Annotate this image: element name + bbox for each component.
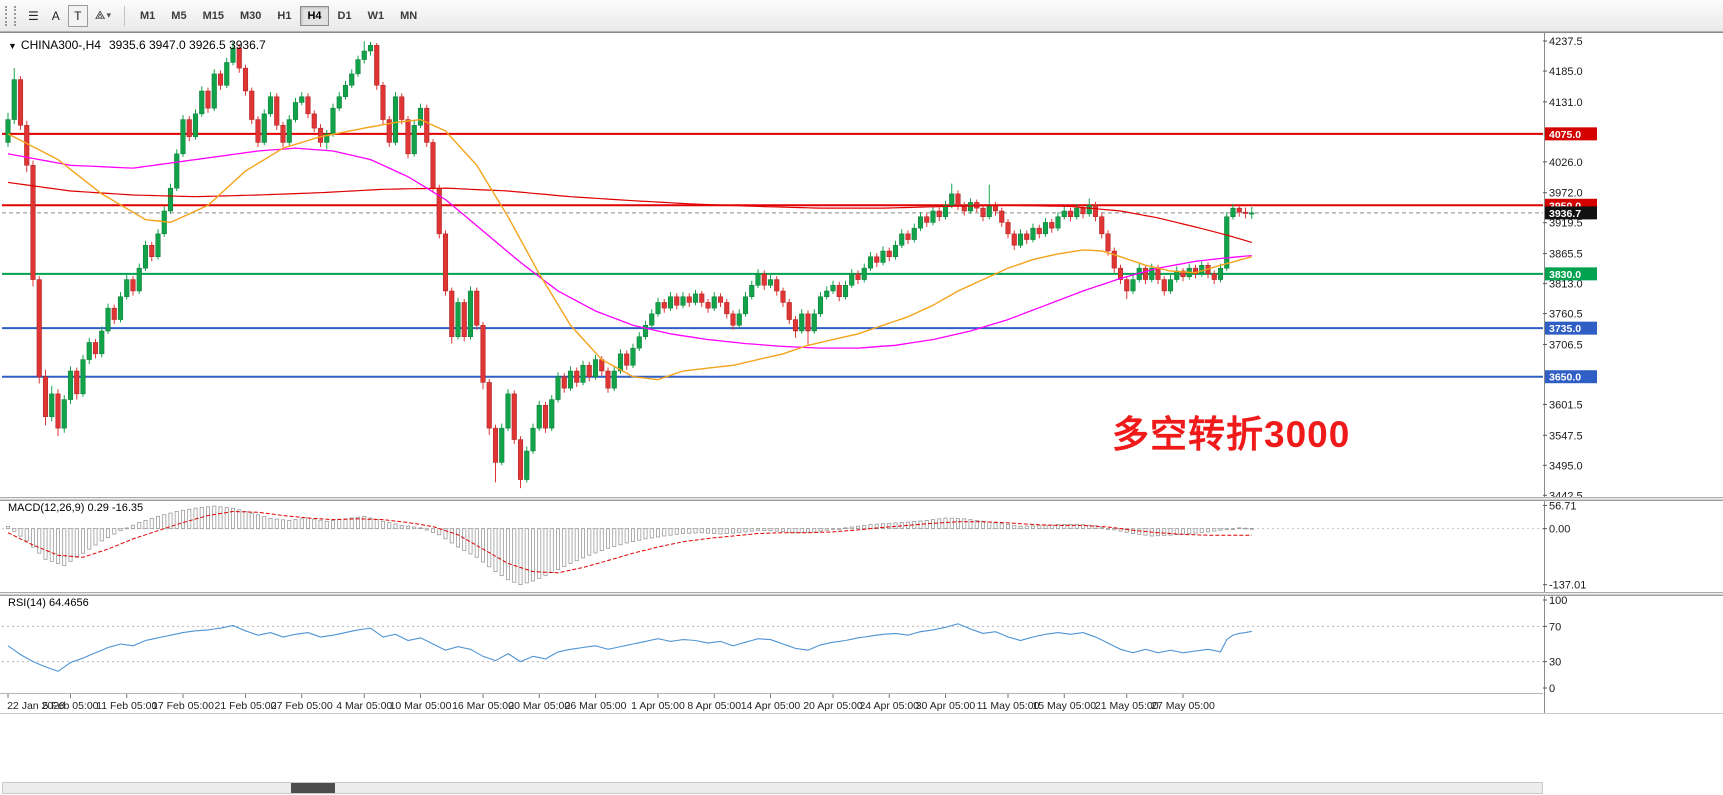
rsi-plot xyxy=(2,623,1543,672)
svg-text:4026.0: 4026.0 xyxy=(1549,157,1583,169)
svg-text:3936.7: 3936.7 xyxy=(1549,208,1581,220)
horizontal-scrollbar[interactable] xyxy=(2,782,1543,794)
svg-text:17 Feb 05:00: 17 Feb 05:00 xyxy=(152,700,214,712)
svg-text:3830.0: 3830.0 xyxy=(1549,269,1581,281)
toolbar-separator xyxy=(124,5,126,26)
svg-text:27 May 05:00: 27 May 05:00 xyxy=(1151,700,1215,712)
toolbar: ☰ A T ⟁ ▾ M1 M5 M15 M30 H1 H4 D1 W1 MN xyxy=(0,0,1723,32)
ohlc-values: 3935.6 3947.0 3926.5 3936.7 xyxy=(108,38,266,52)
svg-text:5 Feb 05:00: 5 Feb 05:00 xyxy=(42,700,98,712)
rsi-line xyxy=(7,623,1252,672)
timeframe-button-D1[interactable]: D1 xyxy=(331,6,359,26)
timeframe-button-M5[interactable]: M5 xyxy=(164,6,193,26)
svg-text:3760.5: 3760.5 xyxy=(1549,309,1583,321)
collapse-arrow-icon[interactable]: ▼ xyxy=(8,41,17,51)
svg-text:11 May 05:00: 11 May 05:00 xyxy=(977,700,1040,712)
svg-text:3972.0: 3972.0 xyxy=(1549,188,1583,200)
svg-text:14 Apr 05:00: 14 Apr 05:00 xyxy=(741,700,801,712)
dropdown-caret-icon: ▾ xyxy=(106,10,112,20)
svg-text:3495.0: 3495.0 xyxy=(1549,460,1583,472)
svg-text:27 Feb 05:00: 27 Feb 05:00 xyxy=(271,700,333,712)
svg-text:3601.5: 3601.5 xyxy=(1549,399,1583,411)
chart-list-icon[interactable]: ☰ xyxy=(23,5,44,27)
svg-text:3919.5: 3919.5 xyxy=(1549,218,1583,230)
ma-orange xyxy=(7,118,1252,381)
svg-text:4237.5: 4237.5 xyxy=(1549,36,1583,48)
svg-text:4185.0: 4185.0 xyxy=(1549,66,1583,78)
timeframe-buttons-group: M1 M5 M15 M30 H1 H4 D1 W1 MN xyxy=(132,5,425,26)
panel-divider-macd[interactable] xyxy=(0,497,1723,501)
svg-text:16 Mar 05:00: 16 Mar 05:00 xyxy=(452,700,514,712)
svg-text:4075.0: 4075.0 xyxy=(1549,129,1581,141)
svg-text:3735.0: 3735.0 xyxy=(1549,323,1581,335)
timeframe-button-M15[interactable]: M15 xyxy=(196,6,231,26)
svg-text:15 May 05:00: 15 May 05:00 xyxy=(1032,700,1096,712)
svg-text:3865.5: 3865.5 xyxy=(1549,249,1583,261)
scrollbar-thumb[interactable] xyxy=(291,783,335,793)
svg-text:22 Jan 2020: 22 Jan 2020 xyxy=(7,700,65,712)
svg-text:11 Feb 05:00: 11 Feb 05:00 xyxy=(96,700,157,712)
candles-series xyxy=(5,41,1255,489)
svg-text:24 Apr 05:00: 24 Apr 05:00 xyxy=(859,700,919,712)
ma-red xyxy=(7,181,1252,243)
panel-divider-rsi[interactable] xyxy=(0,592,1723,596)
svg-text:20 Apr 05:00: 20 Apr 05:00 xyxy=(803,700,863,712)
svg-text:1 Apr 05:00: 1 Apr 05:00 xyxy=(631,700,685,712)
svg-text:8 Apr 05:00: 8 Apr 05:00 xyxy=(687,700,741,712)
drawing-tools-group: ☰ A T ⟁ ▾ xyxy=(22,4,117,27)
toolbar-grip[interactable] xyxy=(5,5,16,26)
date-axis-separator xyxy=(0,693,1543,694)
svg-text:3813.0: 3813.0 xyxy=(1549,279,1583,291)
svg-text:21 Feb 05:00: 21 Feb 05:00 xyxy=(215,700,277,712)
timeframe-button-M30[interactable]: M30 xyxy=(233,6,268,26)
macd-histogram xyxy=(2,505,1543,586)
svg-text:20 Mar 05:00: 20 Mar 05:00 xyxy=(508,700,570,712)
price-axis[interactable]: 4237.5 4185.0 4131.0 4026.0 3972.0 3919.5 3865… xyxy=(1543,36,1597,695)
svg-text:10 Mar 05:00: 10 Mar 05:00 xyxy=(390,700,452,712)
svg-text:3547.5: 3547.5 xyxy=(1549,430,1583,442)
svg-text:3650.0: 3650.0 xyxy=(1549,372,1581,384)
macd-indicator-label: MACD(12,26,9) 0.29 -16.35 xyxy=(8,502,144,514)
svg-text:56.71: 56.71 xyxy=(1549,500,1577,512)
timeframe-button-H4[interactable]: H4 xyxy=(300,5,329,26)
svg-text:0: 0 xyxy=(1549,683,1555,695)
ma-magenta xyxy=(7,147,1252,349)
chart-text-annotation: 多空转折3000 xyxy=(1112,414,1351,455)
symbol-label: CHINA300-,H4 xyxy=(20,38,101,52)
horizontal-level-lines xyxy=(2,132,1543,378)
svg-text:4 Mar 05:00: 4 Mar 05:00 xyxy=(336,700,392,712)
cursor-tool-icon[interactable]: A xyxy=(46,5,66,27)
svg-text:21 May 05:00: 21 May 05:00 xyxy=(1095,700,1159,712)
chart-bottom-border xyxy=(0,713,1723,714)
svg-text:3706.5: 3706.5 xyxy=(1549,339,1583,351)
timeframe-button-M1[interactable]: M1 xyxy=(133,6,162,26)
svg-text:30 Apr 05:00: 30 Apr 05:00 xyxy=(916,700,976,712)
svg-text:70: 70 xyxy=(1549,621,1561,633)
text-tool-icon[interactable]: T xyxy=(67,4,88,27)
timeframe-button-W1[interactable]: W1 xyxy=(361,6,392,26)
svg-text:-137.01: -137.01 xyxy=(1549,580,1586,592)
price-axis-separator xyxy=(1544,33,1545,713)
chart-symbol-header: ▼ CHINA300-,H4 3935.6 3947.0 3926.5 3936.7 xyxy=(8,38,266,52)
svg-text:100: 100 xyxy=(1549,595,1567,607)
timeframe-button-MN[interactable]: MN xyxy=(393,6,424,26)
timeframe-button-H1[interactable]: H1 xyxy=(270,6,298,26)
svg-text:4131.0: 4131.0 xyxy=(1549,97,1583,109)
svg-text:26 Mar 05:00: 26 Mar 05:00 xyxy=(565,700,627,712)
shapes-tool-icon[interactable]: ⟁ ▾ xyxy=(90,5,116,27)
svg-text:0.00: 0.00 xyxy=(1549,524,1570,536)
chart-top-border xyxy=(0,32,1723,33)
rsi-indicator-label: RSI(14) 64.4656 xyxy=(8,597,89,609)
svg-text:30: 30 xyxy=(1549,657,1561,669)
macd-signal-line xyxy=(7,510,1252,574)
